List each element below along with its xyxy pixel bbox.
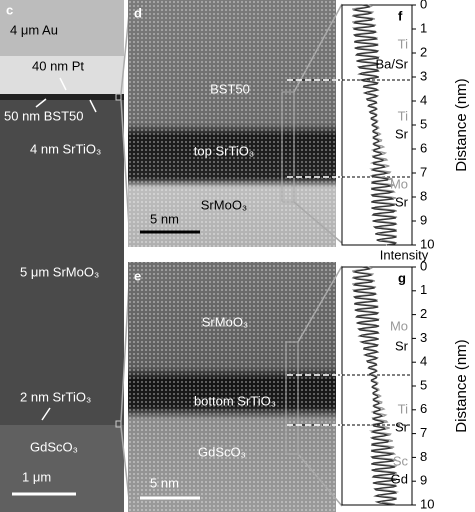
zoom-line [293,3,343,507]
panel-label: f [398,8,403,23]
panel-e: e SrMoO₃ bottom SrTiO₃ GdScO₃ 5 nm [128,262,336,512]
annotation: 2 nm SrTiO₃ [20,389,91,404]
layer-label: Sr [395,338,409,353]
y-tick-label: 5 [420,116,427,131]
zoom-line [120,3,131,509]
y-tick-label: 6 [420,401,427,416]
annotation: 4 nm SrTiO₃ [30,141,101,156]
layer-label: Gd [391,471,408,486]
y-tick-label: 7 [420,164,427,179]
y-tick-label: 7 [420,425,427,440]
y-tick-label: 8 [420,188,427,203]
annotation: SrMoO₃ [201,197,247,212]
layer-label: Ti [398,108,408,123]
y-tick-label: 1 [420,20,427,35]
layer-label: Sr [395,419,409,434]
roi [115,93,122,101]
image [0,56,124,94]
layer-label: Sr [395,194,409,209]
panel-label: c [6,2,13,17]
roi [285,341,299,455]
roi [281,91,295,203]
y-tick-label: 0 [420,258,427,273]
layer-label: Ti [398,401,408,416]
y-tick-label: 1 [420,282,427,297]
annotation: BST50 [210,81,250,96]
scale-bar-label: 1 μm [22,469,51,484]
y-tick-label: 4 [420,92,427,107]
y-axis-label: Distance (nm) [453,78,470,171]
annotation: 50 nm BST50 [4,108,84,123]
y-tick-label: 2 [420,306,427,321]
annotation: 40 nm Pt [32,58,84,73]
y-axis-label: Distance (nm) [453,339,470,432]
image [0,0,124,56]
layer-label: Mo [390,318,408,333]
layer-label: Mo [390,176,408,191]
y-tick-label: 9 [420,473,427,488]
y-tick-label: 10 [420,496,434,511]
panel-label: d [134,5,142,20]
y-tick-label: 10 [420,236,434,251]
layer-label: Sr [395,126,409,141]
y-tick-label: 8 [420,449,427,464]
annotation: bottom SrTiO₃ [194,393,276,408]
roi [115,420,122,428]
scale-bar-label: 5 nm [150,475,179,490]
annotation: 4 μm Au [10,22,58,37]
x-axis-label: Intensity [380,247,429,262]
annotation: GdScO₃ [198,444,246,459]
image [0,94,124,100]
layer-label: Ti [398,36,408,51]
y-tick-label: 6 [420,140,427,155]
annotation: 5 μm SrMoO₃ [20,264,99,279]
y-tick-label: 9 [420,212,427,227]
layer-label: Ba/Sr [375,56,408,71]
y-tick-label: 3 [420,330,427,345]
y-tick-label: 4 [420,354,427,369]
panel-label: g [398,270,406,285]
intensity-profile [351,266,398,506]
image [0,425,124,512]
annotation: GdScO₃ [30,439,78,454]
annotation: SrMoO₃ [202,314,248,329]
image [128,262,336,512]
y-tick-label: 0 [420,0,427,11]
annotation: top SrTiO₃ [194,143,254,158]
panel-c: c 4 μm Au 40 nm Pt 50 nm BST50 4 nm SrTi… [0,0,124,512]
y-tick-label: 3 [420,68,427,83]
intensity-profile [351,4,398,246]
arrow [35,77,97,421]
y-tick-label: 2 [420,44,427,59]
panel-d: d BST50 top SrTiO₃ SrMoO₃ 5 nm [128,0,336,247]
layer-label: Sc [393,453,409,468]
y-tick-label: 5 [420,377,427,392]
scale-bar-label: 5 nm [150,211,179,226]
panel-label: e [134,268,141,283]
image [128,0,336,247]
